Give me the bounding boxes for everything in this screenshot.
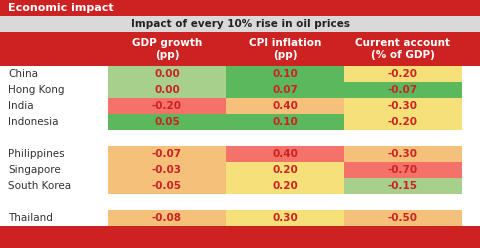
Text: Economic impact: Economic impact: [8, 3, 113, 13]
Bar: [343, 98, 461, 114]
Text: Thailand: Thailand: [8, 213, 53, 223]
Bar: [108, 82, 226, 98]
Text: -0.20: -0.20: [152, 101, 181, 111]
Bar: [0, 66, 480, 82]
Text: -0.30: -0.30: [387, 149, 417, 159]
Bar: [0, 32, 480, 66]
Bar: [343, 82, 461, 98]
Text: -0.20: -0.20: [387, 117, 417, 127]
Bar: [343, 162, 461, 178]
Bar: [226, 98, 343, 114]
Bar: [0, 226, 480, 248]
Bar: [108, 162, 226, 178]
Bar: [226, 114, 343, 130]
Text: 0.40: 0.40: [272, 149, 297, 159]
Bar: [343, 114, 461, 130]
Bar: [226, 82, 343, 98]
Text: -0.07: -0.07: [387, 85, 417, 95]
Text: 0.20: 0.20: [272, 181, 297, 191]
Bar: [0, 114, 480, 130]
Text: India: India: [8, 101, 34, 111]
Text: 0.05: 0.05: [154, 117, 180, 127]
Bar: [226, 210, 343, 226]
Text: -0.50: -0.50: [387, 213, 417, 223]
Bar: [343, 178, 461, 194]
Bar: [108, 210, 226, 226]
Text: -0.07: -0.07: [152, 149, 182, 159]
Bar: [343, 66, 461, 82]
Text: CPI inflation
(pp): CPI inflation (pp): [248, 38, 321, 60]
Text: South Korea: South Korea: [8, 181, 71, 191]
Text: -0.30: -0.30: [387, 101, 417, 111]
Bar: [0, 194, 480, 210]
Text: 0.00: 0.00: [154, 85, 180, 95]
Bar: [108, 98, 226, 114]
Bar: [0, 146, 480, 162]
Bar: [108, 178, 226, 194]
Bar: [226, 146, 343, 162]
Text: -0.05: -0.05: [152, 181, 181, 191]
Text: Philippines: Philippines: [8, 149, 64, 159]
Bar: [0, 130, 480, 146]
Text: -0.08: -0.08: [152, 213, 181, 223]
Bar: [108, 146, 226, 162]
Bar: [0, 210, 480, 226]
Text: -0.15: -0.15: [387, 181, 417, 191]
Bar: [0, 98, 480, 114]
Bar: [108, 114, 226, 130]
Text: -0.03: -0.03: [152, 165, 181, 175]
Bar: [343, 146, 461, 162]
Text: China: China: [8, 69, 38, 79]
Bar: [226, 178, 343, 194]
Bar: [0, 16, 480, 32]
Text: -0.70: -0.70: [387, 165, 417, 175]
Text: 0.30: 0.30: [272, 213, 297, 223]
Text: Impact of every 10% rise in oil prices: Impact of every 10% rise in oil prices: [131, 19, 349, 29]
Bar: [343, 210, 461, 226]
Text: Indonesia: Indonesia: [8, 117, 59, 127]
Text: 0.00: 0.00: [154, 69, 180, 79]
Bar: [0, 162, 480, 178]
Bar: [226, 162, 343, 178]
Bar: [0, 82, 480, 98]
Bar: [0, 178, 480, 194]
Text: Hong Kong: Hong Kong: [8, 85, 64, 95]
Bar: [226, 66, 343, 82]
Text: 0.10: 0.10: [272, 69, 297, 79]
Text: 0.10: 0.10: [272, 117, 297, 127]
Bar: [108, 66, 226, 82]
Text: 0.40: 0.40: [272, 101, 297, 111]
Text: Singapore: Singapore: [8, 165, 60, 175]
Text: 0.07: 0.07: [272, 85, 297, 95]
Bar: [0, 0, 480, 16]
Text: 0.20: 0.20: [272, 165, 297, 175]
Text: Current account
(% of GDP): Current account (% of GDP): [355, 38, 450, 60]
Text: GDP growth
(pp): GDP growth (pp): [132, 38, 202, 60]
Text: -0.20: -0.20: [387, 69, 417, 79]
